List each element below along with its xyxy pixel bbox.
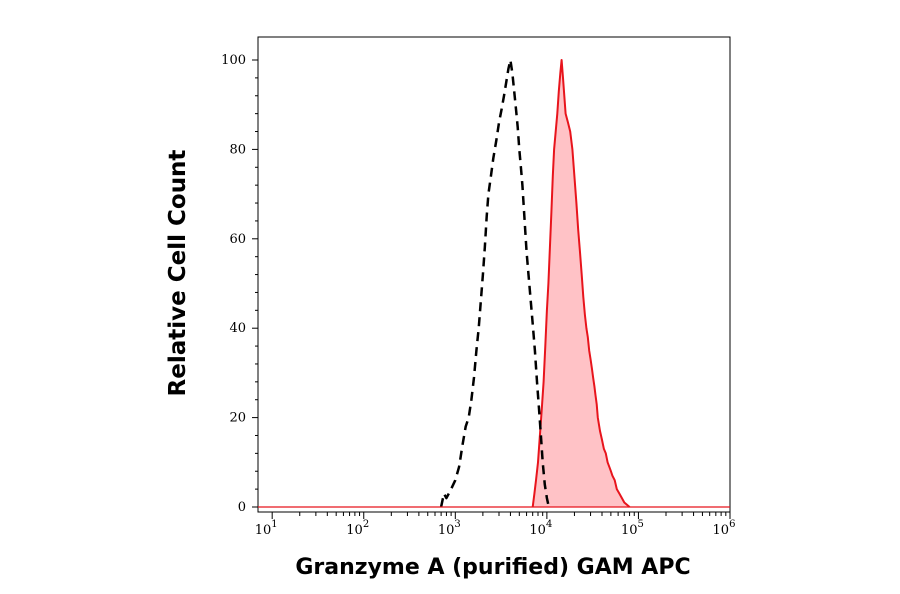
y-tick-label: 100	[221, 53, 246, 68]
y-tick-label: 40	[229, 321, 246, 336]
x-axis-title: Granzyme A (purified) GAM APC	[295, 555, 690, 580]
y-tick-label: 60	[229, 232, 246, 247]
y-tick-label: 80	[229, 142, 246, 157]
x-tick-label: 103	[438, 519, 461, 538]
series-layer	[258, 58, 730, 508]
y-axis: 0 20 40 60 80 100	[221, 53, 258, 515]
x-tick-label: 106	[713, 519, 736, 538]
x-tick-label: 102	[346, 519, 369, 538]
x-tick-label: 104	[529, 519, 552, 538]
stained-series-line	[531, 59, 631, 508]
y-tick-label: 20	[229, 411, 246, 426]
x-tick-label: 101	[255, 519, 278, 538]
y-axis-title: Relative Cell Count	[165, 150, 191, 397]
plot-frame	[257, 36, 731, 513]
x-axis: 101 102 103 104 105 106	[255, 512, 736, 538]
x-tick-label: 105	[621, 519, 644, 538]
y-tick-label: 0	[238, 500, 246, 515]
control-series-line	[439, 58, 551, 508]
series-area-fill	[532, 60, 630, 507]
